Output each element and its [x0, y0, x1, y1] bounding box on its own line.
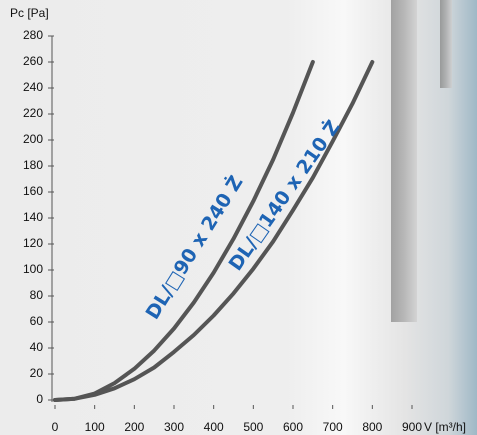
- y-tick-label: 160: [23, 184, 43, 198]
- x-tick-label: 300: [164, 420, 184, 434]
- x-tick-label: 500: [243, 420, 263, 434]
- y-tick-label: 180: [23, 158, 43, 172]
- y-tick-label: 20: [30, 366, 44, 380]
- x-tick-label: 700: [323, 420, 343, 434]
- y-tick-label: 0: [36, 392, 43, 406]
- y-tick-label: 280: [23, 28, 43, 42]
- y-tick-label: 40: [30, 340, 44, 354]
- x-tick-label: 0: [52, 420, 59, 434]
- y-tick-label: 120: [23, 236, 43, 250]
- y-tick-label: 200: [23, 132, 43, 146]
- y-axis-label: Pc [Pa]: [10, 6, 49, 20]
- y-tick-label: 80: [30, 288, 44, 302]
- x-tick-label: 100: [85, 420, 105, 434]
- x-tick-label: 200: [124, 420, 144, 434]
- series-line: [53, 60, 375, 402]
- x-tick-label: 800: [362, 420, 382, 434]
- x-tick-label: 400: [204, 420, 224, 434]
- y-tick-label: 140: [23, 210, 43, 224]
- x-axis-label: V [m³/h]: [424, 420, 466, 434]
- x-tick-label: 600: [283, 420, 303, 434]
- x-tick-label: 900: [402, 420, 422, 434]
- y-tick-label: 220: [23, 106, 43, 120]
- decor-bar: [391, 0, 417, 322]
- y-tick-label: 100: [23, 262, 43, 276]
- y-tick-label: 260: [23, 54, 43, 68]
- y-tick-label: 240: [23, 80, 43, 94]
- decor-bar: [440, 0, 452, 88]
- y-tick-label: 60: [30, 314, 44, 328]
